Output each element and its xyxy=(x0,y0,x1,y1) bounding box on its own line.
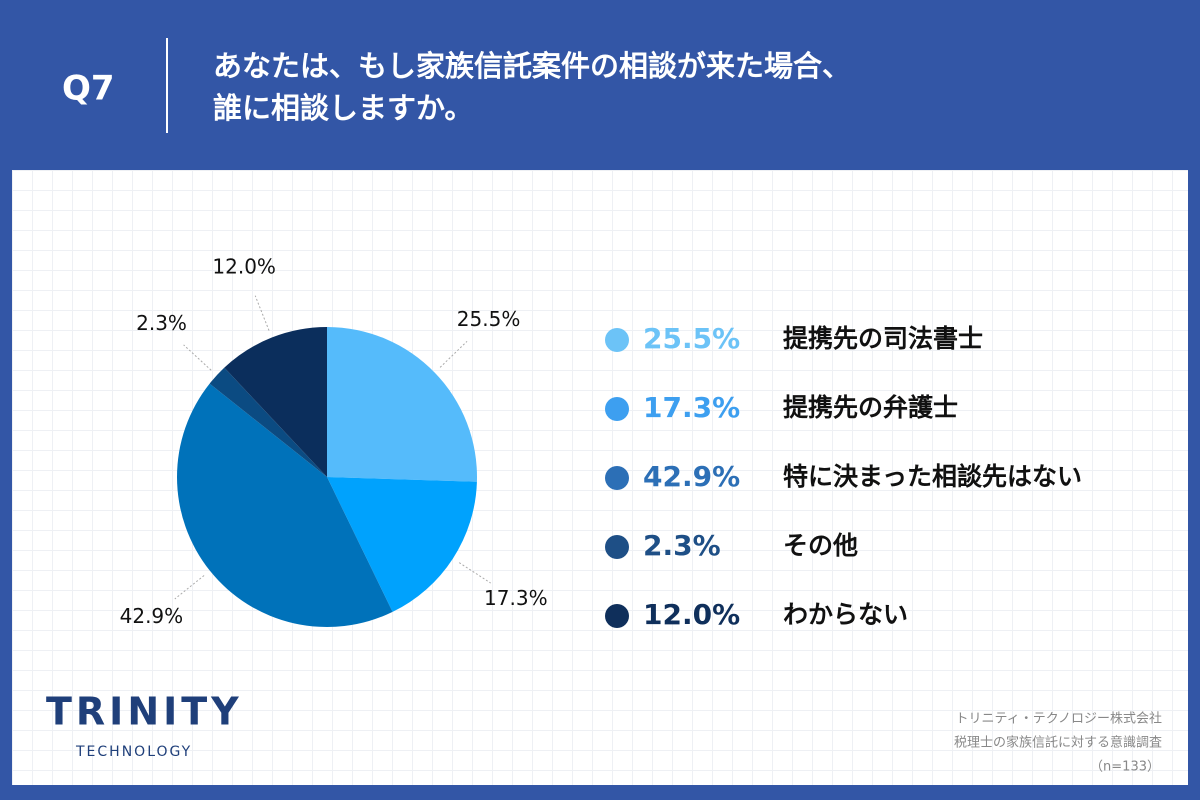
logo-sub: TECHNOLOGY xyxy=(75,744,192,760)
legend-label: 提携先の司法書士 xyxy=(783,324,983,353)
legend-marker xyxy=(605,466,629,490)
slice-label: 25.5% xyxy=(457,307,521,331)
slice-label: 42.9% xyxy=(120,604,184,628)
legend-label: 特に決まった相談先はない xyxy=(783,462,1082,491)
legend-value: 2.3% xyxy=(643,529,721,562)
chart-panel xyxy=(12,170,1188,785)
slice-label: 2.3% xyxy=(136,311,187,335)
leader-line xyxy=(183,344,212,371)
leader-line xyxy=(439,340,468,368)
legend-value: 25.5% xyxy=(643,322,740,355)
legend-value: 12.0% xyxy=(643,598,740,631)
leader-line xyxy=(254,295,270,331)
source: トリニティ・テクノロジー株式会社 xyxy=(956,711,1162,727)
question-label: Q7 xyxy=(62,69,115,109)
leader-line xyxy=(458,562,491,584)
legend-label: 提携先の弁護士 xyxy=(783,393,958,422)
source: （n=133） xyxy=(1090,760,1160,775)
pie-slice xyxy=(177,383,393,627)
legend-label: わからない xyxy=(783,600,908,629)
pie-slice xyxy=(224,327,327,477)
pie-slice xyxy=(327,327,477,482)
legend-value: 17.3% xyxy=(643,391,740,424)
leader-line xyxy=(174,575,205,600)
logo: TRINITY xyxy=(46,690,243,734)
legend-marker xyxy=(605,604,629,628)
legend-marker xyxy=(605,535,629,559)
title-line: あなたは、もし家族信託案件の相談が来た場合、 xyxy=(213,49,851,83)
legend-label: その他 xyxy=(783,531,858,560)
legend-marker xyxy=(605,397,629,421)
legend-marker xyxy=(605,328,629,352)
source: 税理士の家族信託に対する意識調査 xyxy=(954,735,1162,751)
legend-value: 42.9% xyxy=(643,460,740,493)
slice-label: 17.3% xyxy=(484,586,548,610)
slice-label: 12.0% xyxy=(212,254,276,278)
pie-slice xyxy=(327,477,477,612)
title-line: 誰に相談しますか。 xyxy=(213,91,473,125)
pie-slice xyxy=(209,367,327,477)
